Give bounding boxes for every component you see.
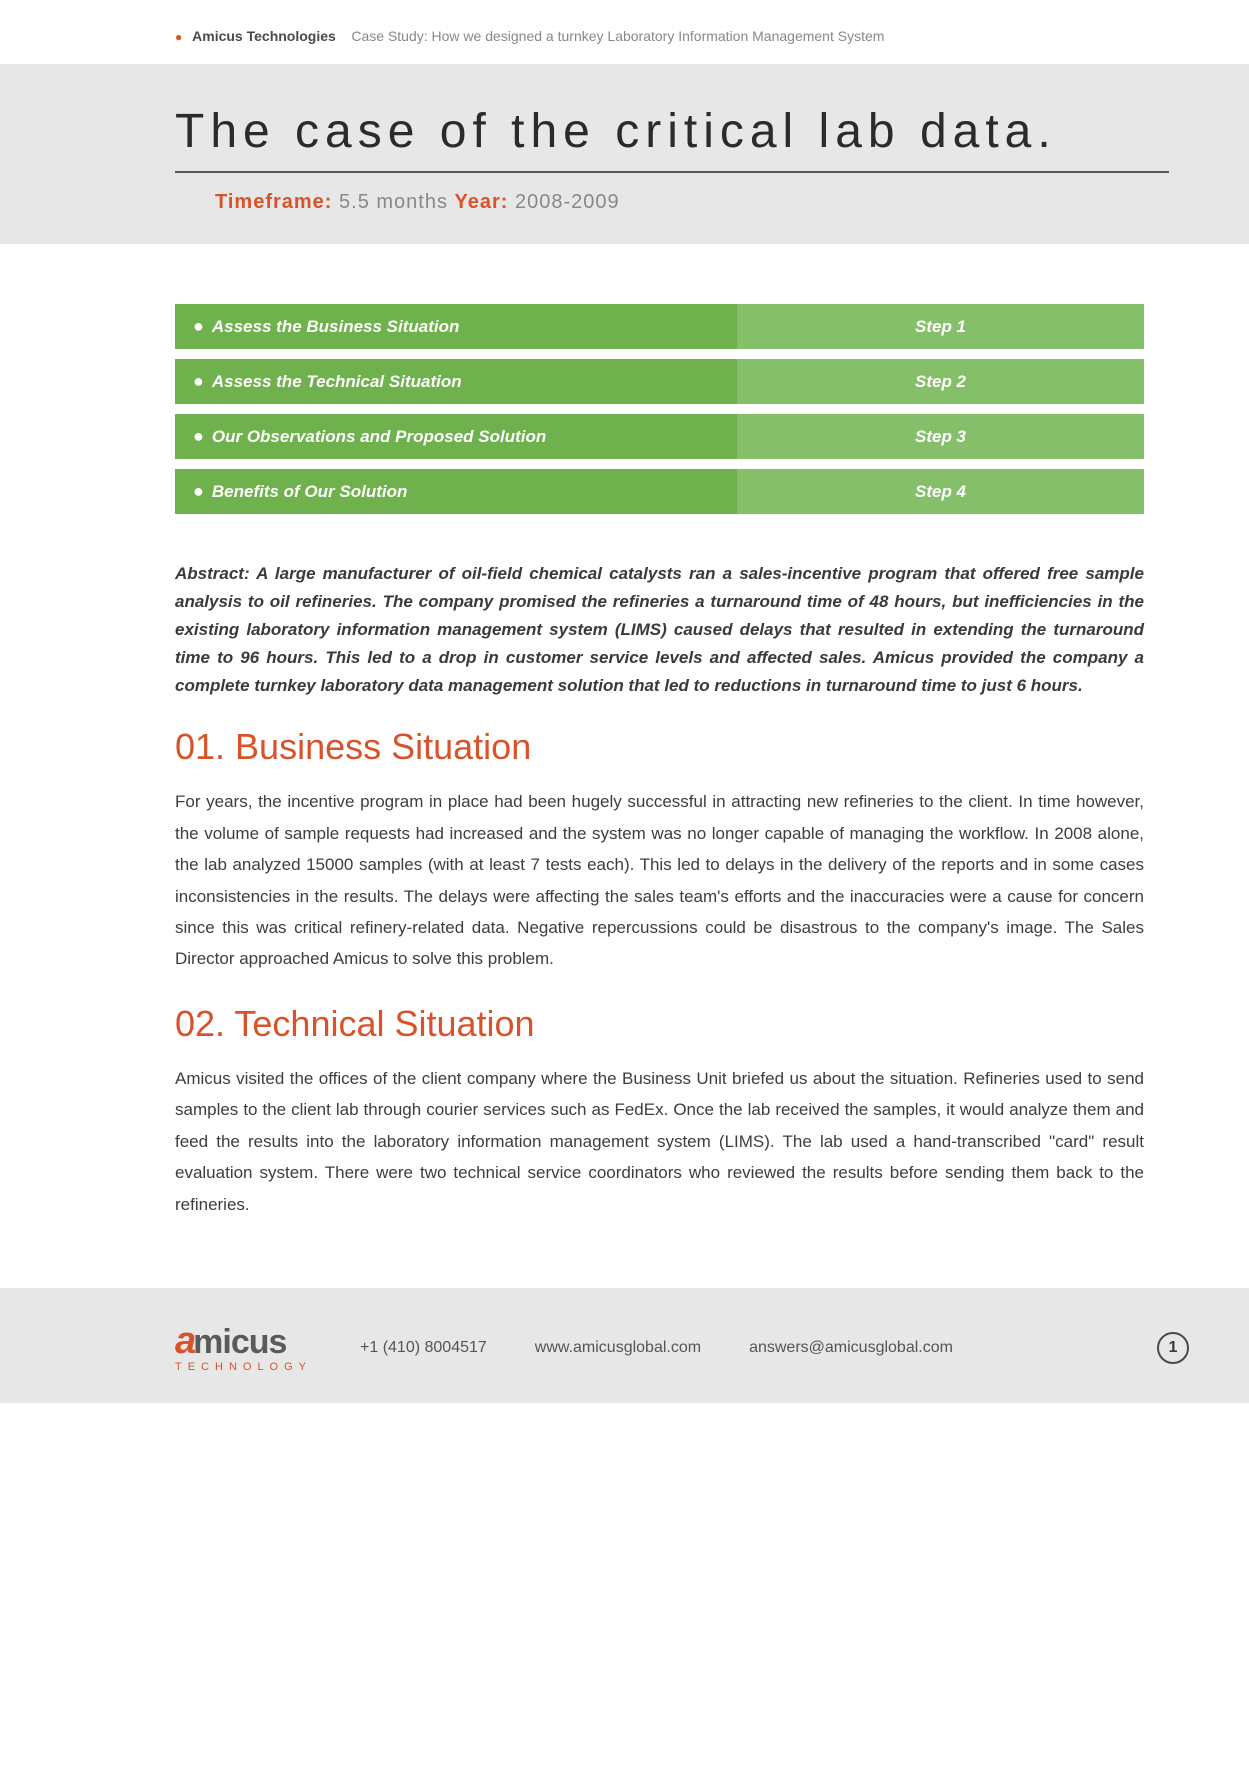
page-title: The case of the critical lab data.: [175, 104, 1169, 173]
table-row: ● Assess the Technical Situation Step 2: [175, 359, 1144, 404]
section-body-business: For years, the incentive program in plac…: [175, 786, 1144, 975]
step-label: Assess the Technical Situation: [212, 372, 462, 391]
logo-a-glyph: a: [175, 1322, 195, 1360]
step-label-cell: ● Our Observations and Proposed Solution: [175, 414, 737, 459]
section-heading-technical: 02. Technical Situation: [175, 1003, 1144, 1045]
step-label-cell: ● Benefits of Our Solution: [175, 469, 737, 514]
document-footer: amicus TECHNOLOGY +1 (410) 8004517 www.a…: [0, 1288, 1249, 1403]
step-label: Benefits of Our Solution: [212, 482, 408, 501]
timeframe-label: Timeframe:: [215, 191, 332, 213]
bullet-icon: ●: [193, 426, 204, 447]
bullet-icon: ●: [193, 316, 204, 337]
abstract-paragraph: Abstract: A large manufacturer of oil-fi…: [175, 560, 1144, 700]
bullet-icon: ●: [193, 481, 204, 502]
step-number-cell: Step 3: [737, 414, 1144, 459]
header-subtitle: Case Study: How we designed a turnkey La…: [351, 28, 884, 44]
step-label: Our Observations and Proposed Solution: [212, 427, 546, 446]
timeframe-value: 5.5 months: [339, 191, 448, 213]
main-content: ● Assess the Business Situation Step 1 ● A…: [0, 244, 1249, 1288]
header-bullet-icon: ●: [175, 30, 182, 44]
table-row: ● Benefits of Our Solution Step 4: [175, 469, 1144, 514]
logo-text: micus: [193, 1325, 286, 1359]
logo-subtext: TECHNOLOGY: [175, 1362, 312, 1373]
timeframe-line: Timeframe: 5.5 months Year: 2008-2009: [215, 191, 1169, 214]
footer-phone: +1 (410) 8004517: [360, 1339, 487, 1357]
step-label-cell: ● Assess the Technical Situation: [175, 359, 737, 404]
step-number-cell: Step 4: [737, 469, 1144, 514]
steps-table: ● Assess the Business Situation Step 1 ● A…: [175, 294, 1144, 524]
step-label: Assess the Business Situation: [212, 317, 460, 336]
title-band: The case of the critical lab data. Timef…: [0, 64, 1249, 244]
step-number-cell: Step 1: [737, 304, 1144, 349]
section-heading-business: 01. Business Situation: [175, 726, 1144, 768]
company-name: Amicus Technologies: [192, 28, 336, 44]
document-header: ● Amicus Technologies Case Study: How we…: [0, 0, 1249, 64]
year-label: Year:: [455, 191, 509, 213]
page-number-badge: 1: [1157, 1332, 1189, 1364]
logo-wordmark: amicus: [175, 1322, 312, 1360]
step-label-cell: ● Assess the Business Situation: [175, 304, 737, 349]
footer-website: www.amicusglobal.com: [535, 1339, 701, 1357]
bullet-icon: ●: [193, 371, 204, 392]
section-body-technical: Amicus visited the offices of the client…: [175, 1063, 1144, 1220]
company-logo: amicus TECHNOLOGY: [175, 1322, 312, 1373]
year-value: 2008-2009: [515, 191, 620, 213]
table-row: ●Our Observations and Proposed Solution …: [175, 414, 1144, 459]
table-row: ● Assess the Business Situation Step 1: [175, 304, 1144, 349]
step-number-cell: Step 2: [737, 359, 1144, 404]
footer-email: answers@amicusglobal.com: [749, 1339, 953, 1357]
